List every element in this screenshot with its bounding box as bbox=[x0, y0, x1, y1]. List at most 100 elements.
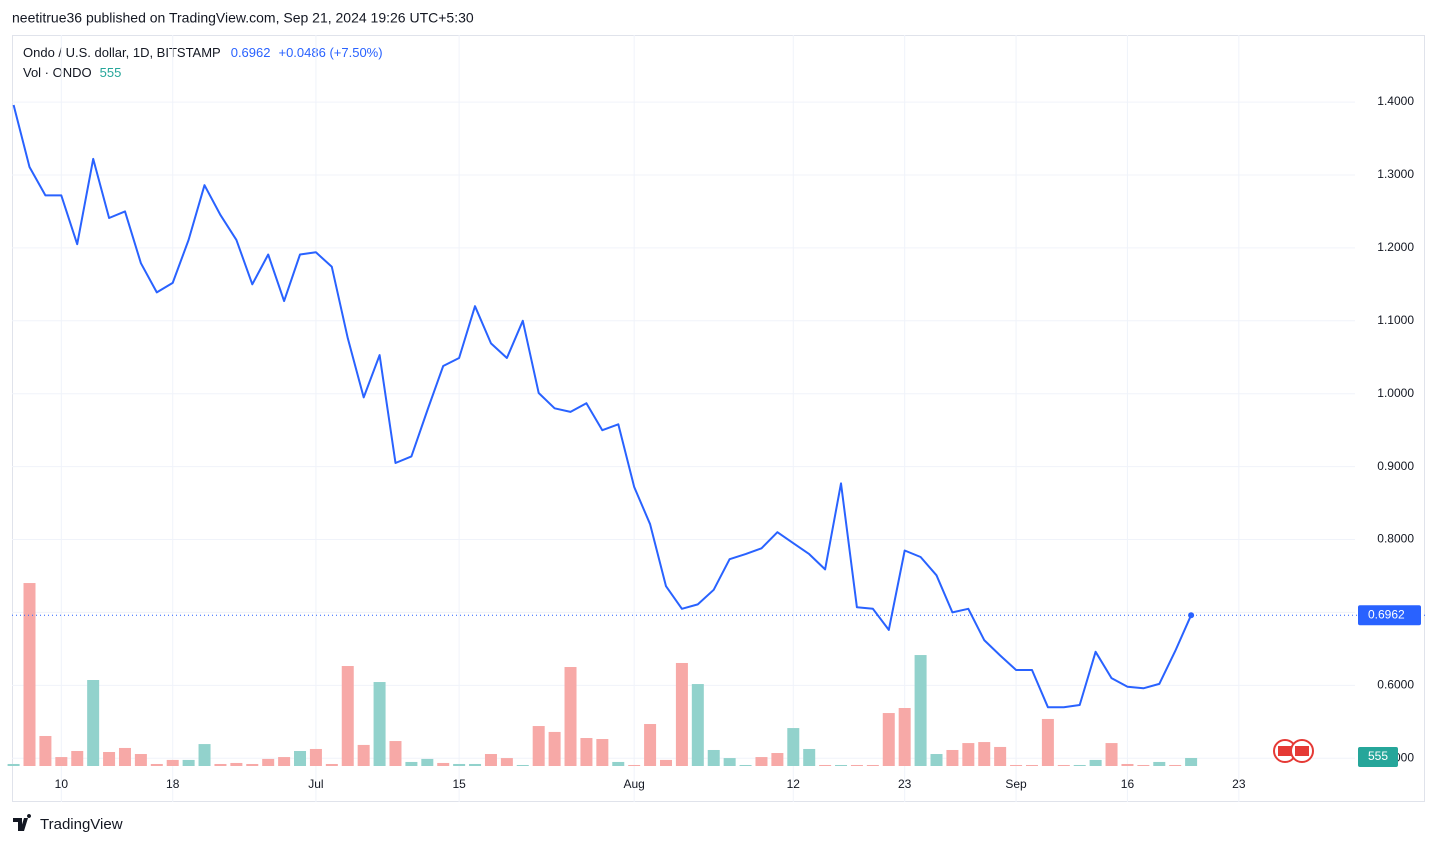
last-point bbox=[1188, 612, 1195, 619]
volume-bar bbox=[373, 682, 386, 766]
volume-bar bbox=[341, 666, 354, 766]
volume-bar bbox=[198, 744, 211, 766]
volume-bar bbox=[55, 757, 68, 766]
volume-bar bbox=[675, 662, 688, 766]
x-tick-label: Sep bbox=[1005, 777, 1027, 791]
volume-bar bbox=[1105, 743, 1118, 766]
last-price: 0.6962 bbox=[231, 45, 271, 60]
flags bbox=[1273, 739, 1314, 763]
volume-bar bbox=[1025, 764, 1038, 766]
volume-bar bbox=[214, 763, 227, 766]
logo: TradingView bbox=[13, 814, 123, 833]
volume-bar bbox=[930, 754, 943, 766]
price-plot bbox=[12, 104, 1425, 709]
volume-bar bbox=[1153, 761, 1166, 766]
volume-bar bbox=[532, 726, 545, 766]
volume-bar bbox=[787, 728, 800, 766]
volume-bar bbox=[882, 713, 895, 766]
volume-bar bbox=[994, 746, 1007, 766]
volume-bar bbox=[500, 758, 513, 766]
y-tick-label: 0.9000 bbox=[1377, 459, 1414, 473]
symbol: Ondo / U.S. dollar, 1D, BITSTAMP bbox=[23, 45, 221, 60]
price-badge bbox=[1358, 605, 1421, 626]
x-tick-label: 16 bbox=[1121, 777, 1135, 791]
volume-bar bbox=[691, 684, 704, 766]
y-tick-label: 1.0000 bbox=[1377, 386, 1414, 400]
volume-bar bbox=[1169, 764, 1182, 766]
volume-bar bbox=[469, 763, 482, 766]
volume-bar bbox=[835, 764, 848, 766]
volume-bar bbox=[71, 750, 84, 766]
volume-bar bbox=[1010, 764, 1023, 766]
volume-bar bbox=[548, 731, 561, 766]
byline: neetitrue36 published on TradingView.com… bbox=[12, 10, 474, 26]
volume-bar bbox=[564, 667, 577, 766]
flag-stripes bbox=[1278, 746, 1292, 756]
volume-bar bbox=[1073, 764, 1086, 766]
volume-bar bbox=[325, 763, 338, 766]
volume-bar bbox=[644, 724, 657, 766]
volume-bar bbox=[1137, 764, 1150, 766]
volume-bar bbox=[516, 764, 529, 766]
volume-bar bbox=[755, 757, 768, 766]
volume-badge-label: 555 bbox=[1368, 749, 1388, 763]
brand: TradingView bbox=[40, 816, 123, 833]
volume-bar bbox=[246, 763, 259, 766]
x-tick-label: 23 bbox=[898, 777, 912, 791]
volume-bar bbox=[628, 764, 641, 766]
volume-bar bbox=[182, 759, 195, 766]
volume-bar bbox=[739, 764, 752, 766]
volume-bar bbox=[1185, 757, 1198, 766]
volume-bar bbox=[1041, 718, 1054, 766]
grid bbox=[12, 35, 1355, 802]
volume-bar bbox=[771, 753, 784, 766]
volume-bar bbox=[596, 739, 609, 766]
volume-bar bbox=[612, 761, 625, 766]
frame bbox=[12, 35, 1425, 802]
volume-bar bbox=[1089, 759, 1102, 766]
volume-bar bbox=[87, 680, 100, 766]
y-tick-label: 1.3000 bbox=[1377, 167, 1414, 181]
volume-bar bbox=[357, 744, 370, 766]
y-tick-label: 0.6000 bbox=[1377, 678, 1414, 692]
x-tick-label: Aug bbox=[623, 777, 644, 791]
legend-line: Ondo / U.S. dollar, 1D, BITSTAMP 0.6962 +0… bbox=[23, 45, 383, 60]
y-tick-label: 1.4000 bbox=[1377, 94, 1414, 108]
y-tick-label: 1.2000 bbox=[1377, 240, 1414, 254]
volume-bar bbox=[1121, 763, 1134, 766]
x-tick-label: 15 bbox=[452, 777, 466, 791]
logo-mark bbox=[13, 814, 32, 831]
x-tick-label: 18 bbox=[166, 777, 180, 791]
volume-bar bbox=[962, 743, 975, 766]
volume-bar bbox=[405, 761, 418, 766]
last-volume: 555 bbox=[100, 65, 122, 80]
x-tick-label: 12 bbox=[787, 777, 801, 791]
volume-bar bbox=[437, 762, 450, 766]
volume-bar bbox=[898, 707, 911, 766]
volume-bar bbox=[580, 738, 593, 766]
volume-bar bbox=[294, 750, 307, 766]
volume-bar bbox=[103, 752, 116, 766]
volume-bar bbox=[39, 735, 52, 766]
volume-bar bbox=[707, 749, 720, 766]
x-tick-label: 23 bbox=[1232, 777, 1246, 791]
volume-bar bbox=[389, 741, 402, 766]
volume-bar bbox=[484, 754, 497, 766]
volume-bar bbox=[659, 759, 672, 766]
volume-bar bbox=[850, 764, 863, 766]
volume-bar bbox=[421, 758, 434, 766]
volume-bar bbox=[262, 758, 275, 766]
volume-bar bbox=[23, 583, 36, 766]
volume-bar bbox=[150, 763, 163, 766]
legend-volume: Vol · ONDO 555 bbox=[23, 65, 121, 80]
volume-title: Vol · ONDO bbox=[23, 65, 92, 80]
volume-bar bbox=[946, 749, 959, 766]
y-tick-label: 1.1000 bbox=[1377, 313, 1414, 327]
volume-bar bbox=[819, 764, 832, 766]
volume-bar bbox=[230, 762, 243, 766]
volume-bar bbox=[803, 748, 816, 766]
price-badge-label: 0.6962 bbox=[1368, 607, 1405, 621]
volume-bar bbox=[978, 742, 991, 766]
